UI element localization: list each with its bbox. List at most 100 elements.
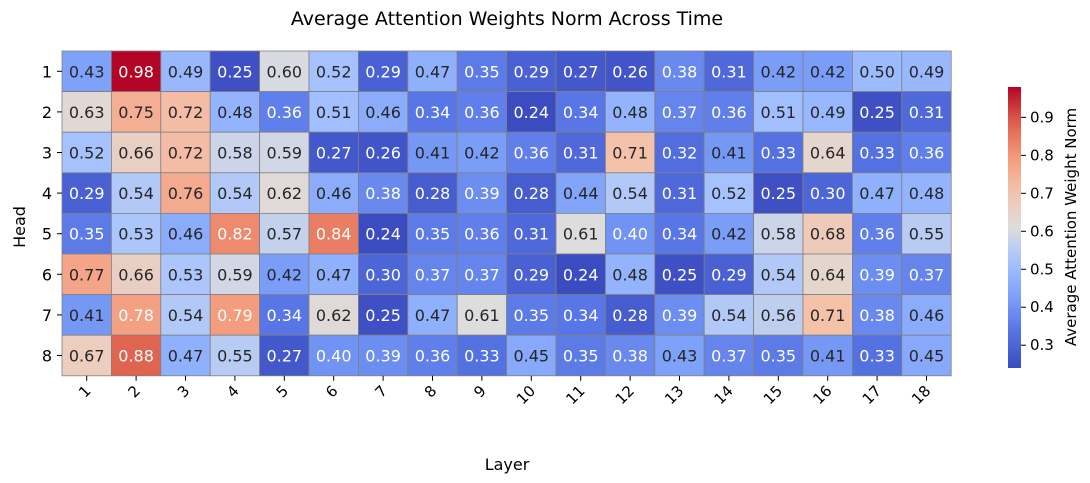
- cell-value-label: 0.28: [415, 184, 451, 203]
- x-tick-label: 12: [612, 382, 638, 408]
- heatmap-cell: [456, 334, 508, 377]
- cell-value-label: 0.62: [316, 306, 352, 325]
- heatmap-cell: [901, 50, 952, 92]
- cell-value-label: 0.24: [513, 103, 549, 122]
- cell-value-label: 0.31: [563, 144, 599, 163]
- cell-value-label: 0.35: [513, 306, 549, 325]
- cell-value-label: 0.41: [711, 144, 747, 163]
- heatmap-cell: [259, 91, 310, 133]
- heatmap-cell: [456, 212, 508, 255]
- cell-value-label: 0.39: [662, 306, 698, 325]
- cell-value-label: 0.48: [612, 103, 648, 122]
- heatmap-cell: [259, 253, 310, 295]
- cell-value-label: 0.37: [662, 103, 698, 122]
- cell-value-label: 0.55: [909, 225, 945, 244]
- cell-value-label: 0.44: [563, 184, 599, 203]
- chart-title: Average Attention Weights Norm Across Ti…: [291, 8, 723, 30]
- cell-value-label: 0.42: [711, 225, 747, 244]
- cell-value-label: 0.52: [69, 144, 105, 163]
- heatmap-cell: [605, 131, 656, 174]
- cell-value-label: 0.34: [563, 306, 599, 325]
- heatmap-cell: [654, 253, 705, 295]
- heatmap-cell: [506, 50, 557, 92]
- heatmap-cell: [259, 212, 310, 255]
- cell-value-label: 0.34: [415, 103, 451, 122]
- cell-value-label: 0.60: [266, 62, 302, 81]
- cell-value-label: 0.29: [711, 265, 747, 284]
- heatmap-cell: [753, 131, 804, 174]
- cell-value-label: 0.29: [365, 62, 401, 81]
- cell-value-label: 0.58: [217, 144, 253, 163]
- cell-value-label: 0.48: [909, 184, 945, 203]
- heatmap-cell: [605, 50, 656, 92]
- cell-value-label: 0.64: [810, 265, 846, 284]
- heatmap-cell: [407, 294, 458, 336]
- heatmap-cell: [753, 294, 804, 336]
- cell-value-label: 0.36: [711, 103, 747, 122]
- cell-value-label: 0.29: [513, 62, 549, 81]
- heatmap-cell: [407, 253, 458, 295]
- heatmap-cell: [61, 253, 112, 295]
- colorbar-tick-label: 0.3: [1030, 336, 1054, 354]
- cell-value-label: 0.33: [859, 347, 895, 366]
- heatmap-cell: [259, 172, 310, 214]
- heatmap-cell: [654, 91, 705, 133]
- y-tick-label: 7: [42, 306, 52, 325]
- y-tick-label: 8: [42, 347, 52, 366]
- heatmap-cell: [555, 294, 606, 336]
- cell-value-label: 0.27: [563, 62, 599, 81]
- cell-value-label: 0.57: [266, 225, 302, 244]
- heatmap-cell: [654, 334, 705, 377]
- heatmap-cell: [111, 172, 162, 214]
- cell-value-label: 0.35: [563, 347, 599, 366]
- cell-value-label: 0.54: [168, 306, 204, 325]
- cell-value-label: 0.54: [217, 184, 253, 203]
- heatmap-cell: [111, 212, 162, 255]
- colorbar-tick-label: 0.4: [1030, 298, 1054, 316]
- colorbar: [1008, 87, 1021, 368]
- cell-value-label: 0.46: [168, 225, 204, 244]
- heatmap-cell: [605, 253, 656, 295]
- cell-value-label: 0.36: [464, 103, 500, 122]
- x-tick-label: 15: [760, 382, 786, 408]
- heatmap-cell: [703, 172, 755, 214]
- heatmap-cell: [357, 91, 409, 133]
- heatmap-cell: [456, 253, 508, 295]
- cell-value-label: 0.43: [69, 62, 105, 81]
- cell-value-label: 0.62: [266, 184, 302, 203]
- heatmap-cell: [852, 131, 903, 174]
- heatmap-cell: [901, 253, 952, 295]
- heatmap-cell: [61, 91, 112, 133]
- cell-value-label: 0.56: [760, 306, 796, 325]
- cell-value-label: 0.37: [464, 265, 500, 284]
- cell-value-label: 0.41: [810, 347, 846, 366]
- cell-value-label: 0.54: [118, 184, 154, 203]
- cell-value-label: 0.36: [513, 144, 549, 163]
- heatmap-cell: [802, 334, 853, 377]
- heatmap-cell: [259, 294, 310, 336]
- heatmap-cell: [506, 294, 557, 336]
- heatmap-cell: [308, 131, 359, 174]
- cell-value-label: 0.31: [909, 103, 945, 122]
- heatmap-cell: [456, 91, 508, 133]
- heatmap-cell: [160, 91, 211, 133]
- cell-value-label: 0.32: [662, 144, 698, 163]
- cell-value-label: 0.42: [760, 62, 796, 81]
- cell-value-label: 0.88: [118, 347, 154, 366]
- cell-value-label: 0.42: [810, 62, 846, 81]
- heatmap-cell: [802, 50, 853, 92]
- heatmap-cell: [852, 212, 903, 255]
- heatmap-cell: [308, 50, 359, 92]
- cell-value-label: 0.79: [217, 306, 253, 325]
- x-tick-label: 18: [908, 382, 934, 408]
- y-tick-label: 6: [42, 265, 52, 284]
- cell-value-label: 0.36: [859, 225, 895, 244]
- heatmap-cell: [703, 253, 755, 295]
- heatmap-cell: [61, 50, 112, 92]
- x-tick-label: 7: [371, 382, 390, 401]
- cell-value-label: 0.66: [118, 265, 154, 284]
- cell-value-label: 0.48: [217, 103, 253, 122]
- heatmap-cell: [506, 172, 557, 214]
- heatmap-cell: [555, 212, 606, 255]
